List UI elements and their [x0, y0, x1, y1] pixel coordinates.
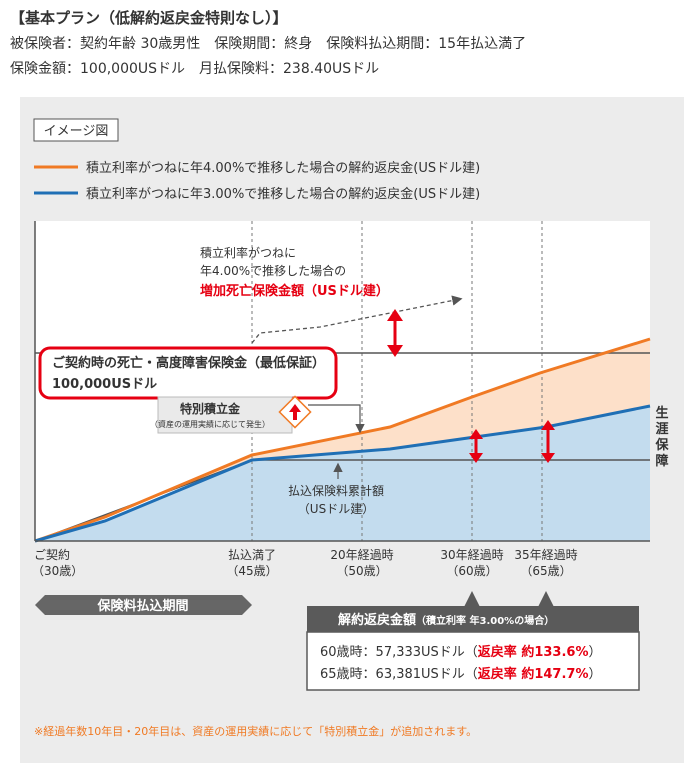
- x-label-paid-up-age: （45歳）: [226, 564, 277, 578]
- special-reserve-icon: [278, 395, 312, 429]
- lifetime-coverage-char-3: 保: [654, 437, 669, 453]
- surrender-row-65: 65歳時：63,381USドル（返戻率 約147.7%）: [320, 666, 601, 682]
- x-label-contract: ご契約: [34, 547, 70, 562]
- legend-label-3pct: 積立利率がつねに年3.00%で推移した場合の解約返戻金(USドル建): [86, 186, 480, 202]
- legend-label-4pct: 積立利率がつねに年4.00%で推移した場合の解約返戻金(USドル建): [86, 160, 480, 176]
- difference-arrow-60: [469, 429, 483, 463]
- x-label-30y-age: （60歳）: [446, 564, 497, 578]
- illustration-diagram: イメージ図 積立利率がつねに年4.00%で推移した場合の解約返戻金(USドル建)…: [32, 118, 669, 738]
- surrender-value-title-sub: （積立利率 年3.00%の場合）: [416, 614, 554, 627]
- lifetime-coverage-char-4: 障: [655, 453, 668, 469]
- x-label-contract-age: （30歳）: [32, 564, 83, 578]
- special-reserve-callout: [157, 396, 293, 434]
- paid-premiums-label: 払込保険料累計額: [288, 483, 384, 498]
- surrender-value-header: [307, 606, 639, 632]
- guaranteed-callout-line1: ご契約時の死亡・高度障害保険金（最低保証）: [52, 355, 325, 371]
- increase-note-line2: 年4.00%で推移した場合の: [200, 263, 346, 278]
- special-reserve-leader: [308, 404, 365, 434]
- surrender-row-65-rate: 返戻率 約147.7%: [478, 666, 589, 682]
- plan-insured-info: 被保険者：契約年齢 30歳男性 保険期間：終身 保険料払込期間：15年払込満了: [10, 36, 527, 52]
- surrender-row-60-amount: 60歳時：57,333USドル（: [320, 645, 478, 660]
- payment-period-label: 保険料払込期間: [96, 598, 188, 614]
- special-reserve-note: （資産の運用実績に応じて発生）: [150, 419, 270, 429]
- surrender-row-60: 60歳時：57,333USドル（返戻率 約133.6%）: [320, 644, 601, 660]
- plan-amount-info: 保険金額：100,000USドル 月払保険料：238.40USドル: [10, 61, 380, 77]
- surrender-value-body: [306, 631, 640, 691]
- surrender-row-65-amount: 65歳時：63,381USドル（: [320, 667, 478, 682]
- lifetime-coverage-char-1: 生: [655, 405, 668, 421]
- difference-arrow-65: [541, 420, 555, 463]
- surrender-row-60-rate: 返戻率 約133.6%: [478, 644, 589, 660]
- plan-title: 【基本プラン（低解約返戻金特則なし）】: [10, 9, 288, 27]
- surrender-value-title-main: 解約返戻金額: [337, 612, 416, 628]
- guaranteed-callout-line2: 100,000USドル: [52, 377, 157, 392]
- x-label-35y: 35年経過時: [514, 548, 577, 562]
- x-label-paid-up: 払込満了: [228, 548, 276, 562]
- surrender-row-65-close: ）: [588, 667, 601, 682]
- x-label-20y: 20年経過時: [330, 548, 393, 562]
- surrender-row-60-close: ）: [588, 645, 601, 660]
- special-reserve-title: 特別積立金: [180, 401, 241, 416]
- increase-note-line3: 増加死亡保険金額（USドル建）: [200, 283, 389, 299]
- image-label: イメージ図: [44, 124, 109, 139]
- increase-note-line1: 積立利率がつねに: [200, 245, 296, 260]
- lifetime-coverage-char-2: 涯: [655, 421, 668, 437]
- x-label-20y-age: （50歳）: [336, 564, 387, 578]
- image-label-box: [33, 118, 119, 142]
- surrender-pointer-60: [464, 591, 480, 607]
- surrender-pointer-65: [538, 591, 554, 607]
- x-label-35y-age: （65歳）: [520, 564, 571, 578]
- diagram-panel: イメージ図 積立利率がつねに年4.00%で推移した場合の解約返戻金(USドル建)…: [20, 97, 684, 763]
- footnote: ※経過年数10年目・20年目は、資産の運用実績に応じて「特別積立金」が追加されま…: [34, 724, 477, 738]
- paid-premiums-unit: （USドル建）: [298, 502, 374, 516]
- surrender-value-title: 解約返戻金額（積立利率 年3.00%の場合）: [337, 612, 554, 628]
- surrender-value-3pct-area: [35, 406, 650, 541]
- payment-period-bar: [35, 595, 252, 615]
- surrender-4pct-line: [34, 337, 651, 543]
- x-label-30y: 30年経過時: [440, 548, 503, 562]
- increase-double-arrow: [387, 309, 403, 357]
- increase-dashed-arrow: [251, 295, 463, 344]
